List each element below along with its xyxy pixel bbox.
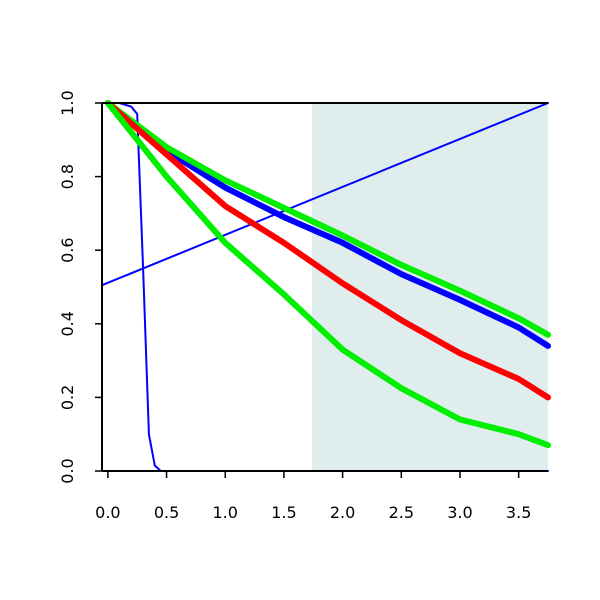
series-line-3	[104, 100, 551, 349]
series-layer	[101, 100, 551, 472]
series-line-6	[104, 100, 551, 449]
series-line-4	[104, 100, 551, 338]
y-tick-label: 0.8	[58, 164, 77, 189]
series-line-5	[104, 100, 551, 401]
y-tick-label: 1.0	[58, 90, 77, 115]
x-tick-label: 1.0	[213, 503, 238, 522]
y-tick-label: 0.4	[58, 311, 77, 336]
series-line-1	[101, 102, 549, 287]
x-tick-label: 3.5	[506, 503, 531, 522]
x-axis: 0.0 0.5 1.0 1.5 2.0 2.5 3.0 3.5	[95, 471, 531, 522]
y-tick-label: 0.6	[58, 237, 77, 262]
y-axis: 0.0 0.2 0.4 0.6 0.8 1.0	[58, 90, 102, 484]
x-tick-label: 1.5	[271, 503, 296, 522]
y-tick-label: 0.2	[58, 385, 77, 410]
x-tick-label: 2.5	[389, 503, 414, 522]
y-tick-label: 0.0	[58, 458, 77, 483]
x-tick-label: 0.5	[154, 503, 179, 522]
x-tick-label: 0.0	[95, 503, 120, 522]
x-tick-label: 2.0	[330, 503, 355, 522]
x-tick-label: 3.0	[447, 503, 472, 522]
axes-layer	[101, 102, 548, 472]
